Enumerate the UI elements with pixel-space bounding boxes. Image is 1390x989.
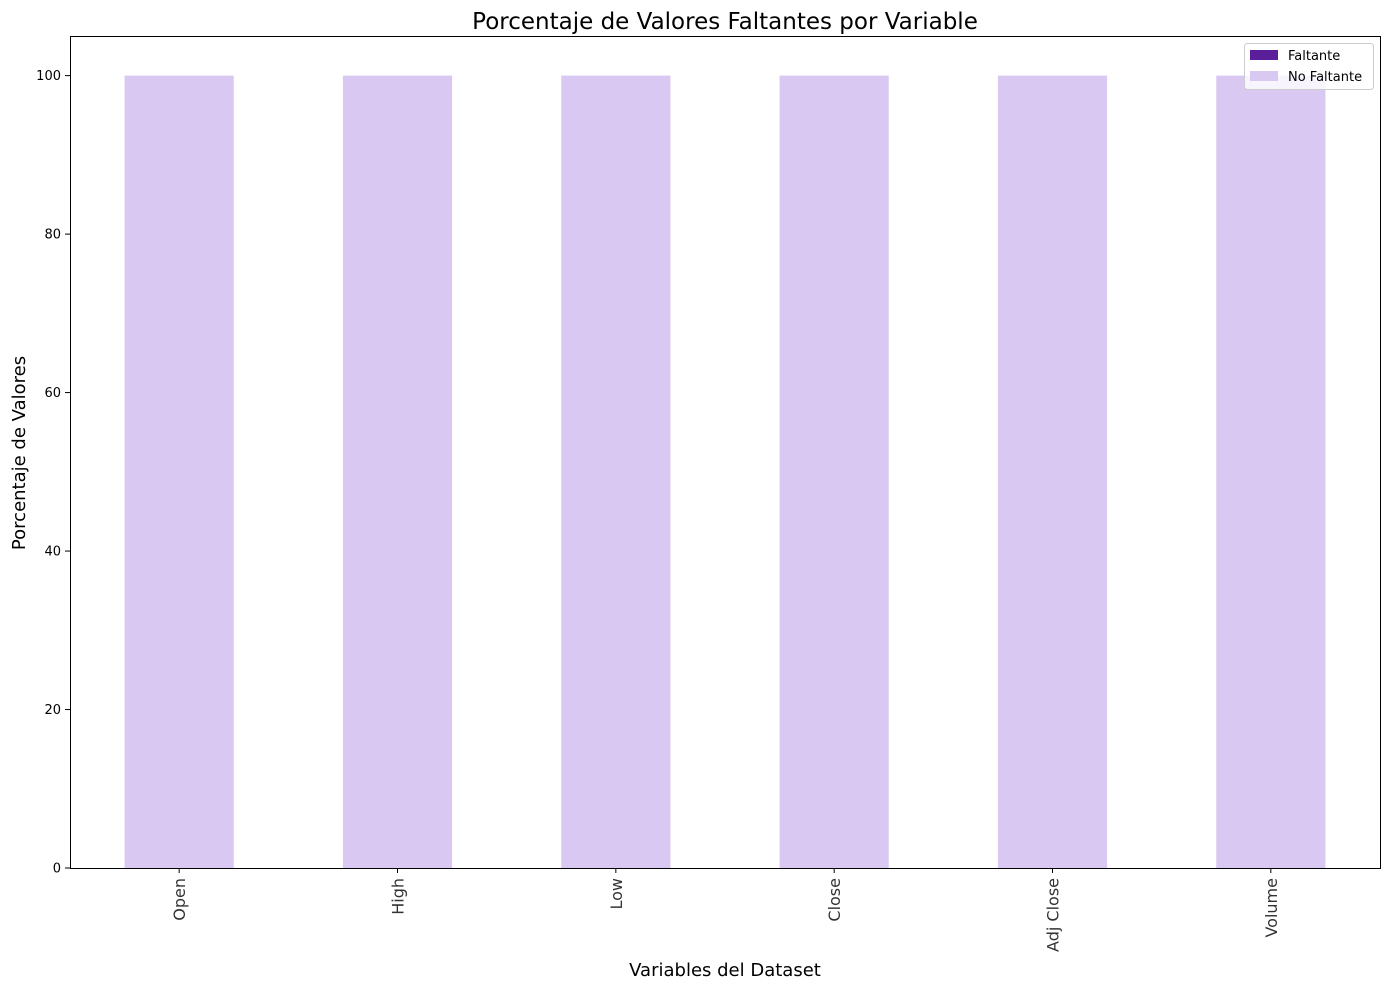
chart-title: Porcentaje de Valores Faltantes por Vari… xyxy=(472,9,978,35)
bar-no-faltante-volume xyxy=(1216,75,1326,869)
x-tick-label: Adj Close xyxy=(1044,878,1063,952)
bar-no-faltante-open xyxy=(124,75,234,869)
y-tick-label: 20 xyxy=(44,703,61,718)
y-axis: 0 20 40 60 80 100 xyxy=(36,69,70,877)
x-tick-label: Open xyxy=(170,878,189,921)
plot-frame xyxy=(70,36,1381,869)
y-tick-label: 100 xyxy=(36,69,61,84)
y-tick-label: 80 xyxy=(44,228,61,243)
legend-label-faltante: Faltante xyxy=(1288,49,1340,64)
x-tick-label: Close xyxy=(825,878,844,922)
y-tick-label: 60 xyxy=(44,386,61,401)
legend-swatch-faltante xyxy=(1250,50,1278,60)
x-tick-label: Volume xyxy=(1262,878,1281,938)
x-axis: Open High Low Close Adj Close Volume xyxy=(170,868,1281,952)
legend: Faltante No Faltante xyxy=(1244,43,1374,90)
bar-no-faltante-high xyxy=(342,75,453,869)
bar-no-faltante-close xyxy=(779,75,889,869)
bar-no-faltante-low xyxy=(561,75,671,869)
legend-label-no-faltante: No Faltante xyxy=(1288,70,1362,85)
y-tick-label: 0 xyxy=(53,862,61,877)
legend-swatch-no-faltante xyxy=(1250,71,1278,81)
plot-area xyxy=(124,75,1326,869)
bar-no-faltante-adj-close xyxy=(997,75,1108,869)
y-tick-label: 40 xyxy=(44,545,61,560)
y-axis-label: Porcentaje de Valores xyxy=(9,356,30,550)
x-tick-label: High xyxy=(389,878,408,915)
x-axis-label: Variables del Dataset xyxy=(629,960,821,981)
x-tick-label: Low xyxy=(607,878,626,910)
